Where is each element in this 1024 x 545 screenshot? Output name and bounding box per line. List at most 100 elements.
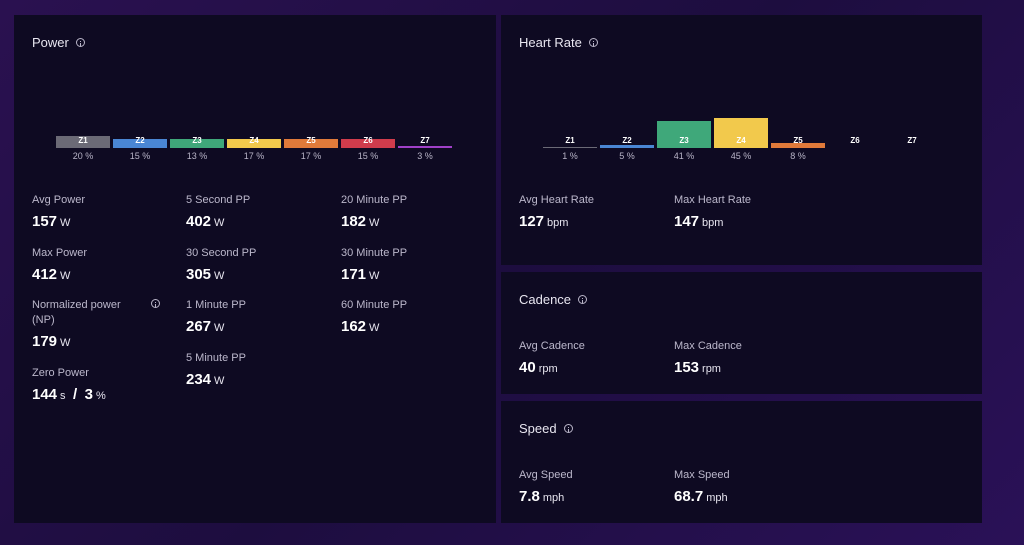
avg-speed-value: 7.8: [519, 488, 540, 505]
max-cadence-stat: Max Cadence 153 rpm: [674, 339, 742, 377]
pp-30s-value: 305: [186, 266, 212, 283]
power-zone-z1-percent: 20 %: [72, 151, 94, 161]
power-zone-z7-label: Z7: [420, 135, 430, 145]
power-zone-z3-bar[interactable]: [170, 139, 224, 148]
heart-rate-panel: Heart Rate Z1 1 % Z2 5 % Z3 41 % Z4 45 % Z5 8 % Z6…: [501, 15, 982, 265]
info-icon[interactable]: [563, 424, 573, 433]
max-cadence-label: Max Cadence: [674, 340, 742, 352]
max-speed-stat: Max Speed 68.7 mph: [674, 468, 730, 506]
max-power-unit: W: [60, 270, 71, 282]
np-label: Normalized power (NP): [32, 299, 121, 326]
heart-rate-title-text: Heart Rate: [519, 35, 582, 50]
avg-power-label: Avg Power: [32, 194, 85, 206]
avg-speed-label: Avg Speed: [519, 469, 573, 481]
avg-cadence-label: Avg Cadence: [519, 340, 585, 352]
pp-60m-value: 162: [341, 318, 367, 335]
max-heart-rate-stat: Max Heart Rate 147 bpm: [674, 193, 751, 231]
avg-cadence-stat: Avg Cadence 40 rpm: [519, 339, 585, 377]
avg-heart-rate-stat: Avg Heart Rate 127 bpm: [519, 193, 594, 231]
max-speed-value: 68.7: [674, 488, 704, 505]
zero-power-label: Zero Power: [32, 367, 89, 379]
power-zone-z6-bar[interactable]: [341, 139, 395, 148]
power-zone-z2-label: Z2: [135, 135, 145, 145]
avg-speed-unit: mph: [542, 492, 565, 504]
heart-rate-zone-z2-bar[interactable]: [600, 145, 654, 148]
power-panel: Power Z1 20 % Z2 15 % Z3 13 % Z4 17 % Z5 17 % Z6 15…: [14, 15, 496, 523]
heart-rate-zone-z3-bar[interactable]: [657, 121, 711, 148]
avg-speed-stat: Avg Speed 7.8 mph: [519, 468, 573, 506]
heart-rate-zone-z1-bar[interactable]: [543, 146, 597, 148]
pp-5s-unit: W: [214, 217, 225, 229]
pp-30s-label: 30 Second PP: [186, 247, 257, 259]
pp-1m-label: 1 Minute PP: [186, 299, 246, 311]
np-value: 179: [32, 333, 58, 350]
pp-5m-value: 234: [186, 371, 212, 388]
zero-power-seconds-unit: s: [60, 390, 66, 402]
pp-5m-stat: 5 Minute PP 234 W: [186, 351, 246, 389]
pp-20m-stat: 20 Minute PP 182 W: [341, 193, 407, 231]
heart-rate-zone-z4-bar[interactable]: [714, 118, 768, 148]
max-speed-unit: mph: [706, 492, 728, 504]
power-zone-z6-percent: 15 %: [357, 151, 379, 161]
power-zone-z7-percent: 3 %: [417, 151, 433, 161]
np-unit: W: [60, 337, 71, 349]
np-info-icon[interactable]: [151, 299, 160, 308]
speed-title-text: Speed: [519, 421, 557, 436]
pp-5s-value: 402: [186, 213, 212, 230]
zero-power-seconds: 144: [32, 386, 58, 403]
heart-rate-zone-z2-label: Z2: [622, 135, 632, 145]
pp-5s-label: 5 Second PP: [186, 194, 251, 206]
pp-20m-unit: W: [369, 217, 380, 229]
pp-30m-unit: W: [369, 270, 380, 282]
heart-rate-zone-z7-label: Z7: [907, 135, 917, 145]
pp-1m-value: 267: [186, 318, 212, 335]
info-icon[interactable]: [578, 295, 588, 304]
max-heart-rate-value: 147: [674, 213, 700, 230]
power-zone-z5-bar[interactable]: [284, 139, 338, 148]
power-zone-z4-label: Z4: [249, 135, 259, 145]
pp-20m-value: 182: [341, 213, 367, 230]
cadence-title-text: Cadence: [519, 292, 572, 307]
heart-rate-zone-z5-label: Z5: [793, 135, 803, 145]
heart-rate-zone-z4-label: Z4: [736, 135, 746, 145]
pp-5m-unit: W: [214, 375, 225, 387]
pp-60m-unit: W: [369, 322, 380, 334]
pp-30m-value: 171: [341, 266, 367, 283]
pp-30m-stat: 30 Minute PP 171 W: [341, 246, 407, 284]
info-icon[interactable]: [588, 38, 598, 47]
power-zone-z4-percent: 17 %: [243, 151, 265, 161]
speed-title: Speed: [519, 421, 573, 436]
cadence-panel: Cadence Avg Cadence 40 rpm Max Cadence 15…: [501, 272, 982, 394]
speed-panel: Speed Avg Speed 7.8 mph Max Speed 68.7 mph: [501, 401, 982, 523]
pp-20m-label: 20 Minute PP: [341, 194, 408, 206]
power-zone-z1-bar[interactable]: [56, 136, 110, 148]
power-title: Power: [32, 35, 85, 50]
heart-rate-zone-z1-label: Z1: [565, 135, 575, 145]
pp-30s-unit: W: [214, 270, 225, 282]
heart-rate-zone-z1-percent: 1 %: [562, 151, 578, 161]
power-zone-z2-percent: 15 %: [129, 151, 151, 161]
power-zone-z7-bar[interactable]: [398, 146, 452, 148]
heart-rate-zone-z3-label: Z3: [679, 135, 689, 145]
avg-cadence-value: 40: [519, 359, 536, 376]
max-power-value: 412: [32, 266, 58, 283]
pp-5s-stat: 5 Second PP 402 W: [186, 193, 250, 231]
max-heart-rate-label: Max Heart Rate: [674, 194, 752, 206]
power-zone-z3-percent: 13 %: [186, 151, 208, 161]
pp-30s-stat: 30 Second PP 305 W: [186, 246, 256, 284]
avg-power-unit: W: [60, 217, 71, 229]
heart-rate-zone-z2-percent: 5 %: [619, 151, 635, 161]
avg-cadence-unit: rpm: [538, 363, 558, 375]
power-title-text: Power: [32, 35, 69, 50]
power-zone-z2-bar[interactable]: [113, 139, 167, 148]
heart-rate-zone-z6-label: Z6: [850, 135, 860, 145]
max-cadence-unit: rpm: [702, 363, 721, 375]
avg-heart-rate-unit: bpm: [547, 217, 569, 229]
pp-60m-stat: 60 Minute PP 162 W: [341, 298, 407, 336]
power-zone-z3-label: Z3: [192, 135, 202, 145]
heart-rate-zone-z5-bar[interactable]: [771, 143, 825, 148]
power-zone-z4-bar[interactable]: [227, 139, 281, 148]
info-icon[interactable]: [75, 38, 85, 47]
zero-power-percent-unit: %: [95, 390, 106, 402]
pp-30m-label: 30 Minute PP: [341, 247, 408, 259]
